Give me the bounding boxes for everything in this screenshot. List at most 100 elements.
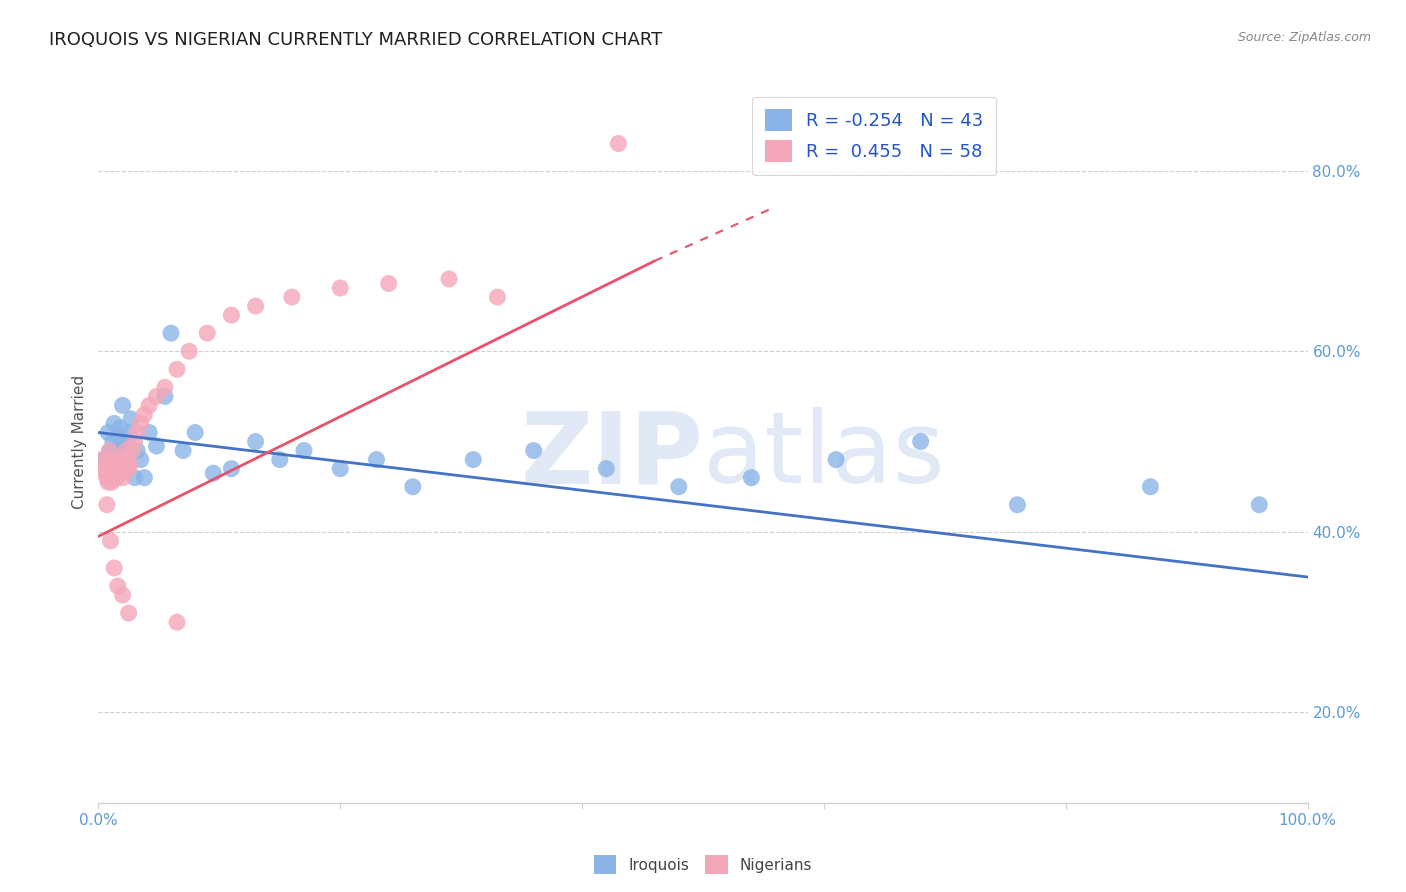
Point: [98, 461, 121, 475]
Point: [523, 443, 546, 458]
Point: [179, 344, 201, 359]
Point: [668, 480, 690, 494]
Point: [129, 452, 152, 467]
Point: [269, 452, 291, 467]
Point: [100, 466, 122, 480]
Point: [107, 461, 129, 475]
Point: [100, 475, 122, 490]
Point: [120, 412, 142, 426]
Point: [825, 452, 848, 467]
Point: [366, 452, 388, 467]
Point: [329, 461, 352, 475]
Point: [105, 457, 128, 471]
Point: [103, 561, 125, 575]
Point: [153, 389, 176, 403]
Point: [377, 277, 399, 291]
Point: [1139, 480, 1161, 494]
Point: [127, 443, 149, 458]
Point: [129, 417, 152, 431]
Point: [104, 466, 127, 480]
Point: [134, 470, 156, 484]
Point: [124, 470, 146, 484]
Point: [103, 470, 125, 484]
Text: atlas: atlas: [703, 408, 945, 505]
Point: [138, 425, 160, 440]
Point: [153, 380, 176, 394]
Point: [103, 461, 125, 475]
Point: [145, 389, 167, 403]
Point: [114, 452, 136, 467]
Point: [221, 308, 243, 322]
Legend: Iroquois, Nigerians: Iroquois, Nigerians: [588, 849, 818, 880]
Point: [111, 457, 134, 471]
Point: [100, 470, 122, 484]
Point: [245, 299, 267, 313]
Point: [111, 470, 134, 484]
Point: [118, 606, 141, 620]
Point: [117, 434, 139, 449]
Point: [100, 443, 122, 458]
Point: [160, 326, 183, 340]
Point: [108, 466, 131, 480]
Point: [166, 362, 188, 376]
Point: [121, 443, 143, 458]
Point: [93, 452, 115, 467]
Point: [94, 466, 117, 480]
Point: [292, 443, 315, 458]
Legend: R = -0.254   N = 43, R =  0.455   N = 58: R = -0.254 N = 43, R = 0.455 N = 58: [752, 96, 997, 175]
Point: [118, 461, 141, 475]
Point: [101, 434, 124, 449]
Point: [97, 425, 120, 440]
Point: [172, 443, 194, 458]
Point: [202, 466, 225, 480]
Point: [245, 434, 267, 449]
Point: [108, 452, 131, 467]
Point: [195, 326, 218, 340]
Point: [118, 425, 141, 440]
Point: [105, 443, 128, 458]
Point: [100, 533, 122, 548]
Point: [100, 452, 122, 467]
Point: [607, 136, 630, 151]
Point: [96, 470, 118, 484]
Point: [281, 290, 304, 304]
Point: [329, 281, 352, 295]
Point: [910, 434, 932, 449]
Point: [107, 579, 129, 593]
Point: [108, 421, 131, 435]
Point: [118, 457, 141, 471]
Point: [97, 475, 120, 490]
Point: [184, 425, 207, 440]
Point: [98, 443, 121, 458]
Point: [1007, 498, 1029, 512]
Point: [595, 461, 617, 475]
Point: [105, 457, 128, 471]
Text: ZIP: ZIP: [520, 408, 703, 505]
Point: [103, 417, 125, 431]
Point: [1249, 498, 1271, 512]
Point: [108, 430, 131, 444]
Point: [138, 398, 160, 412]
Point: [486, 290, 509, 304]
Point: [437, 272, 460, 286]
Text: IROQUOIS VS NIGERIAN CURRENTLY MARRIED CORRELATION CHART: IROQUOIS VS NIGERIAN CURRENTLY MARRIED C…: [49, 31, 662, 49]
Point: [101, 452, 124, 467]
Text: Source: ZipAtlas.com: Source: ZipAtlas.com: [1237, 31, 1371, 45]
Point: [134, 408, 156, 422]
Point: [108, 461, 131, 475]
Point: [101, 461, 124, 475]
Point: [100, 470, 122, 484]
Point: [166, 615, 188, 630]
Point: [115, 443, 138, 458]
Point: [93, 461, 115, 475]
Point: [117, 452, 139, 467]
Point: [110, 461, 132, 475]
Point: [105, 470, 128, 484]
Point: [402, 480, 425, 494]
Point: [463, 452, 485, 467]
Point: [145, 439, 167, 453]
Point: [124, 434, 146, 449]
Point: [114, 443, 136, 458]
Y-axis label: Currently Married: Currently Married: [72, 375, 87, 508]
Point: [96, 498, 118, 512]
